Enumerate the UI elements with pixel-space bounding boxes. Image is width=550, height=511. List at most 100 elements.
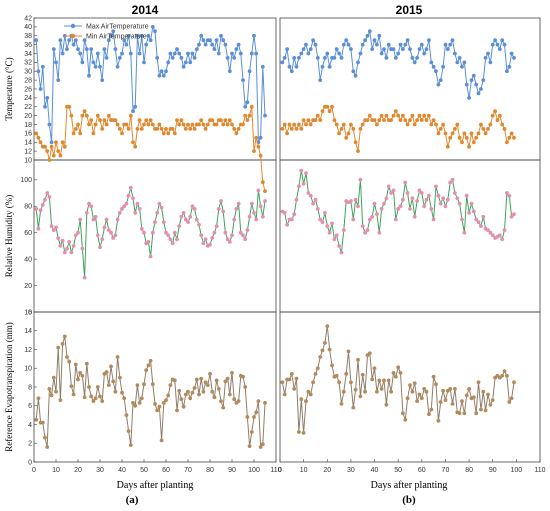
- data-point: [120, 390, 124, 395]
- data-point: [199, 33, 204, 38]
- data-point: [181, 211, 186, 215]
- data-point: [190, 122, 195, 127]
- data-point: [131, 401, 135, 405]
- data-point: [509, 214, 514, 219]
- data-point: [391, 47, 396, 51]
- data-point: [486, 126, 490, 131]
- y-tick-label: 40: [24, 24, 32, 31]
- data-point: [476, 91, 481, 96]
- data-point: [98, 245, 102, 250]
- data-point: [391, 371, 396, 375]
- x-tick-label: 50: [140, 467, 148, 474]
- data-point: [135, 383, 140, 387]
- data-point: [69, 250, 74, 255]
- data-point: [280, 380, 285, 385]
- data-point: [349, 380, 353, 385]
- data-point: [161, 131, 166, 136]
- data-point: [434, 184, 438, 189]
- data-point: [183, 217, 188, 222]
- data-point: [396, 51, 401, 56]
- data-point: [34, 131, 39, 136]
- data-point: [405, 122, 410, 127]
- data-point: [49, 393, 54, 398]
- data-point: [403, 417, 408, 422]
- data-point: [419, 191, 424, 195]
- data-point: [76, 230, 80, 235]
- data-point: [135, 33, 140, 38]
- data-point: [249, 201, 254, 206]
- y-tick-label: 20: [24, 283, 32, 290]
- x-tick-label: 110: [270, 467, 281, 474]
- data-point: [258, 153, 263, 158]
- data-point: [370, 214, 375, 219]
- data-point: [481, 126, 486, 131]
- data-point: [115, 355, 120, 359]
- data-point: [391, 113, 396, 118]
- data-point: [89, 118, 94, 122]
- caption-a: (a): [126, 494, 139, 506]
- data-point: [203, 380, 208, 385]
- data-point: [40, 64, 45, 69]
- data-point: [219, 399, 223, 403]
- data-point: [247, 444, 252, 448]
- data-point: [194, 377, 199, 382]
- data-point: [51, 153, 56, 158]
- data-point: [471, 73, 476, 78]
- data-point: [93, 214, 98, 219]
- data-point: [117, 126, 122, 131]
- data-point: [490, 233, 495, 238]
- data-point: [481, 214, 486, 219]
- data-point: [412, 381, 417, 386]
- data-point: [367, 217, 372, 222]
- data-point: [36, 226, 41, 231]
- data-point: [339, 56, 344, 60]
- data-point: [341, 42, 346, 47]
- data-point: [457, 201, 462, 206]
- data-point: [467, 387, 471, 391]
- data-point: [227, 118, 232, 122]
- data-point: [199, 376, 204, 381]
- data-point: [214, 38, 219, 43]
- data-point: [100, 78, 105, 82]
- data-point: [115, 64, 120, 69]
- data-point: [186, 220, 190, 225]
- data-point: [260, 180, 265, 185]
- data-point: [346, 42, 351, 47]
- data-point: [438, 201, 443, 206]
- data-point: [249, 430, 254, 434]
- data-point: [313, 372, 318, 376]
- data-point: [412, 122, 417, 127]
- data-point: [111, 29, 116, 34]
- data-point: [346, 349, 351, 354]
- data-point: [327, 230, 332, 235]
- y-tick-label: 80: [24, 204, 32, 211]
- data-point: [311, 38, 315, 43]
- data-point: [104, 56, 109, 60]
- data-point: [210, 389, 215, 394]
- data-point: [219, 118, 223, 122]
- data-point: [386, 184, 391, 189]
- x-tick-label: 80: [465, 467, 473, 474]
- data-point: [252, 211, 256, 215]
- data-point: [320, 64, 325, 69]
- data-point: [382, 47, 386, 51]
- data-point: [471, 209, 476, 214]
- data-point: [260, 64, 265, 69]
- data-point: [280, 60, 285, 65]
- data-point: [243, 104, 248, 109]
- data-point: [393, 374, 398, 379]
- data-point: [431, 64, 436, 69]
- data-point: [100, 399, 105, 403]
- data-point: [436, 82, 441, 87]
- data-point: [175, 47, 179, 51]
- data-point: [436, 131, 441, 136]
- data-point: [379, 113, 384, 118]
- data-point: [159, 126, 164, 131]
- data-point: [325, 51, 330, 56]
- data-point: [427, 38, 431, 43]
- y-axis-label: Relative Humidity (%): [4, 195, 14, 277]
- data-point: [315, 56, 320, 60]
- data-point: [199, 233, 204, 238]
- data-point: [289, 217, 294, 222]
- data-point: [497, 233, 502, 238]
